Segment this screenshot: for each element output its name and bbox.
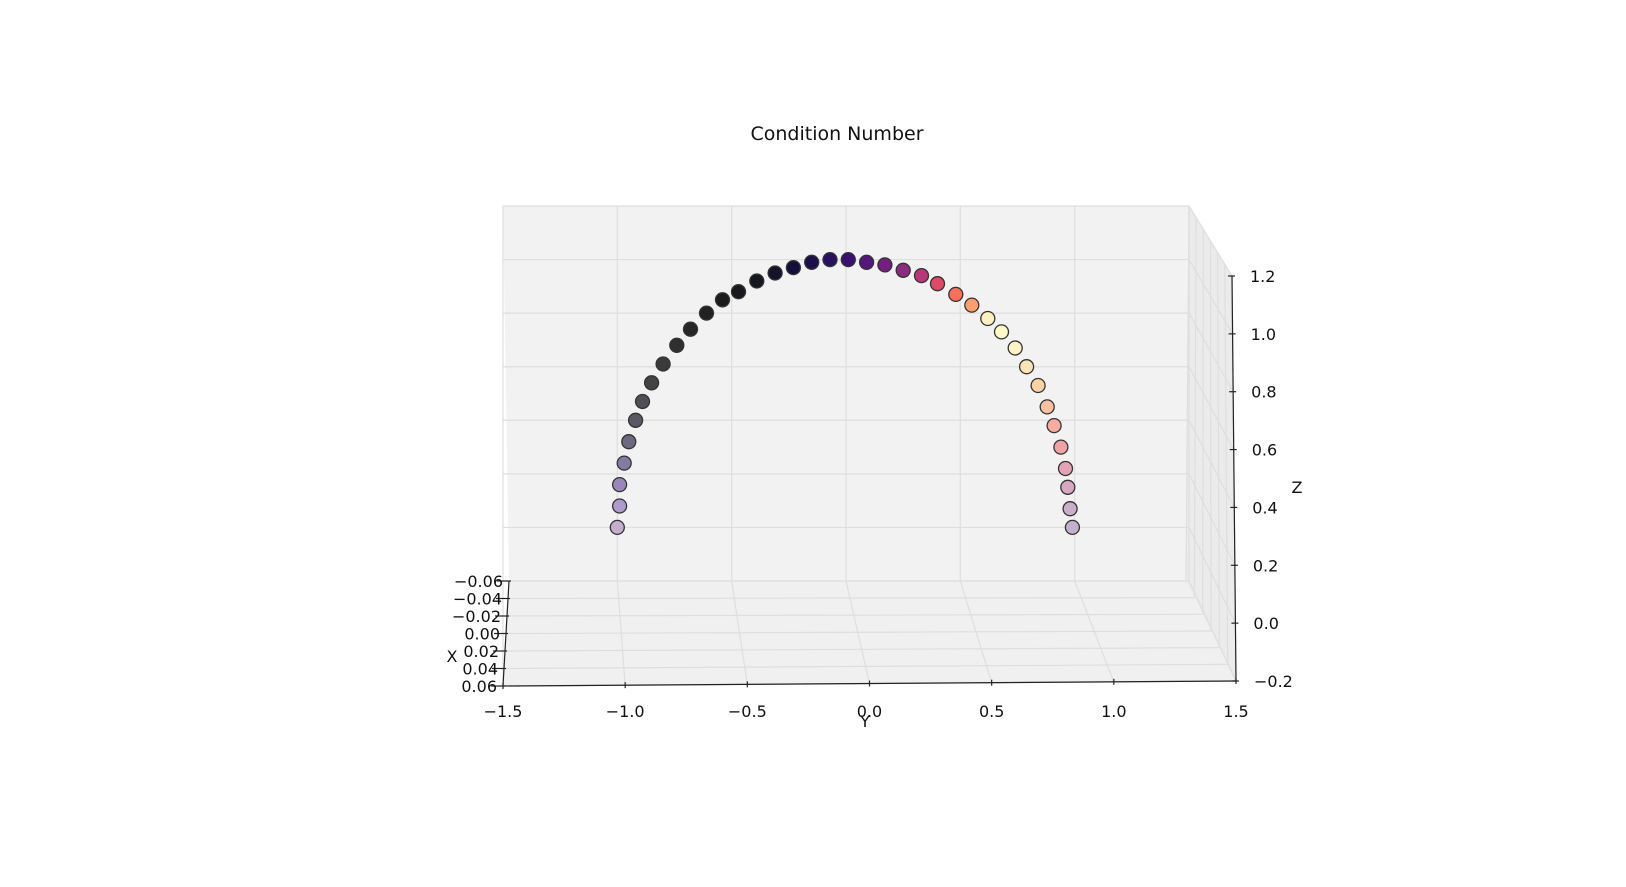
scatter-point [804, 254, 820, 270]
grid-line-x-side [1217, 252, 1220, 648]
scatter-point [616, 455, 632, 471]
scatter-point [1046, 417, 1062, 434]
z-tick-label: 0.8 [1251, 383, 1276, 402]
y-axis-label: Y [859, 712, 870, 731]
scatter-point [964, 297, 980, 313]
scatter-point [840, 251, 856, 268]
scatter-point [980, 310, 996, 327]
x-tick-label: 0.02 [463, 642, 499, 661]
x-tick-label: −0.04 [453, 590, 502, 609]
scatter-point [714, 292, 731, 308]
y-tick-label: −1.0 [606, 702, 645, 721]
z-tick-label: 1.2 [1250, 267, 1275, 286]
scatter-point [877, 257, 893, 273]
z-axis-label: Z [1292, 478, 1303, 497]
grid-line-x [507, 597, 1195, 600]
scatter-point [1057, 460, 1074, 477]
chart-title: Condition Number [750, 123, 923, 145]
y-tick-label: 1.5 [1223, 702, 1248, 721]
scatter-point [822, 251, 838, 268]
y-tick-label: −0.5 [728, 702, 767, 721]
x-axis-label: X [447, 647, 458, 666]
scatter-point [1064, 519, 1081, 536]
y-tick-label: 0.5 [979, 702, 1004, 721]
z-tick-label: 1.0 [1251, 325, 1276, 344]
scatter-point [1018, 359, 1035, 375]
z-axis-line [1231, 275, 1237, 682]
scatter-point [611, 476, 628, 493]
grid-line-x-side [1224, 264, 1229, 665]
scatter-point [948, 286, 964, 303]
grid-line-x-side [1202, 229, 1204, 615]
scatter-series [609, 251, 1081, 536]
scatter-point [1030, 377, 1046, 394]
scatter-point [682, 321, 699, 337]
scatter-point [1053, 439, 1069, 455]
x-tick-label: −0.02 [452, 607, 501, 626]
grid-line-x [506, 613, 1203, 617]
scatter-point [643, 375, 660, 391]
scatter-point [858, 254, 875, 270]
x-tick-label: −0.06 [454, 572, 503, 591]
scatter-point [767, 265, 783, 281]
y-tick-label: 1.0 [1101, 702, 1126, 721]
scatter-point [895, 262, 911, 278]
scatter-point [993, 324, 1010, 340]
z-tick-label: 0.2 [1253, 556, 1278, 575]
grid-line-x-side [1193, 217, 1197, 598]
scatter-point [698, 305, 715, 321]
y-tick-label: 0.0 [857, 702, 882, 721]
scatter-point [1039, 399, 1055, 415]
scatter-point [634, 393, 651, 410]
x-tick-label: 0.04 [462, 660, 498, 679]
scatter-point [730, 284, 747, 300]
grid-line-x [504, 647, 1220, 652]
y-axis-ticks: −1.5 −1.0 −0.5 0.0 0.5 1.0 1.5 [484, 678, 1249, 721]
x-axis-ticks: −0.06−0.04−0.020.000.020.040.06 [452, 572, 511, 696]
scatter-point [609, 519, 625, 536]
z-tick-label: 0.6 [1252, 441, 1277, 460]
scatter-point [627, 412, 644, 428]
grid-line-x-side [1185, 205, 1190, 582]
scatter-point [1060, 479, 1076, 495]
z-tick-label: −0.2 [1254, 672, 1293, 691]
floor-pane [503, 581, 1236, 686]
scatter-point [1062, 501, 1078, 517]
scatter-point [1007, 340, 1023, 356]
scatter-point [785, 259, 802, 276]
scatter-point [621, 434, 637, 450]
z-tick-label: 0.4 [1252, 498, 1277, 517]
grid-line-x-side [1209, 240, 1212, 632]
x-tick-label: 0.06 [461, 677, 497, 696]
z-tick-label: 0.0 [1253, 614, 1278, 633]
scatter-point [929, 276, 946, 292]
grid-line-z-side [1188, 580, 1237, 682]
grid-line-x [503, 663, 1228, 670]
grid-line-x [505, 630, 1212, 635]
scatter-point [749, 273, 765, 289]
scatter-point [913, 267, 930, 284]
scatter-point [611, 498, 628, 514]
z-axis-ticks: −0.2 0.0 0.2 0.4 0.6 0.8 1.0 1.2 [1228, 267, 1293, 691]
scatter-point [655, 356, 671, 372]
x-tick-label: 0.00 [464, 625, 500, 644]
y-tick-label: −1.5 [484, 702, 523, 721]
scatter-point [669, 337, 685, 353]
